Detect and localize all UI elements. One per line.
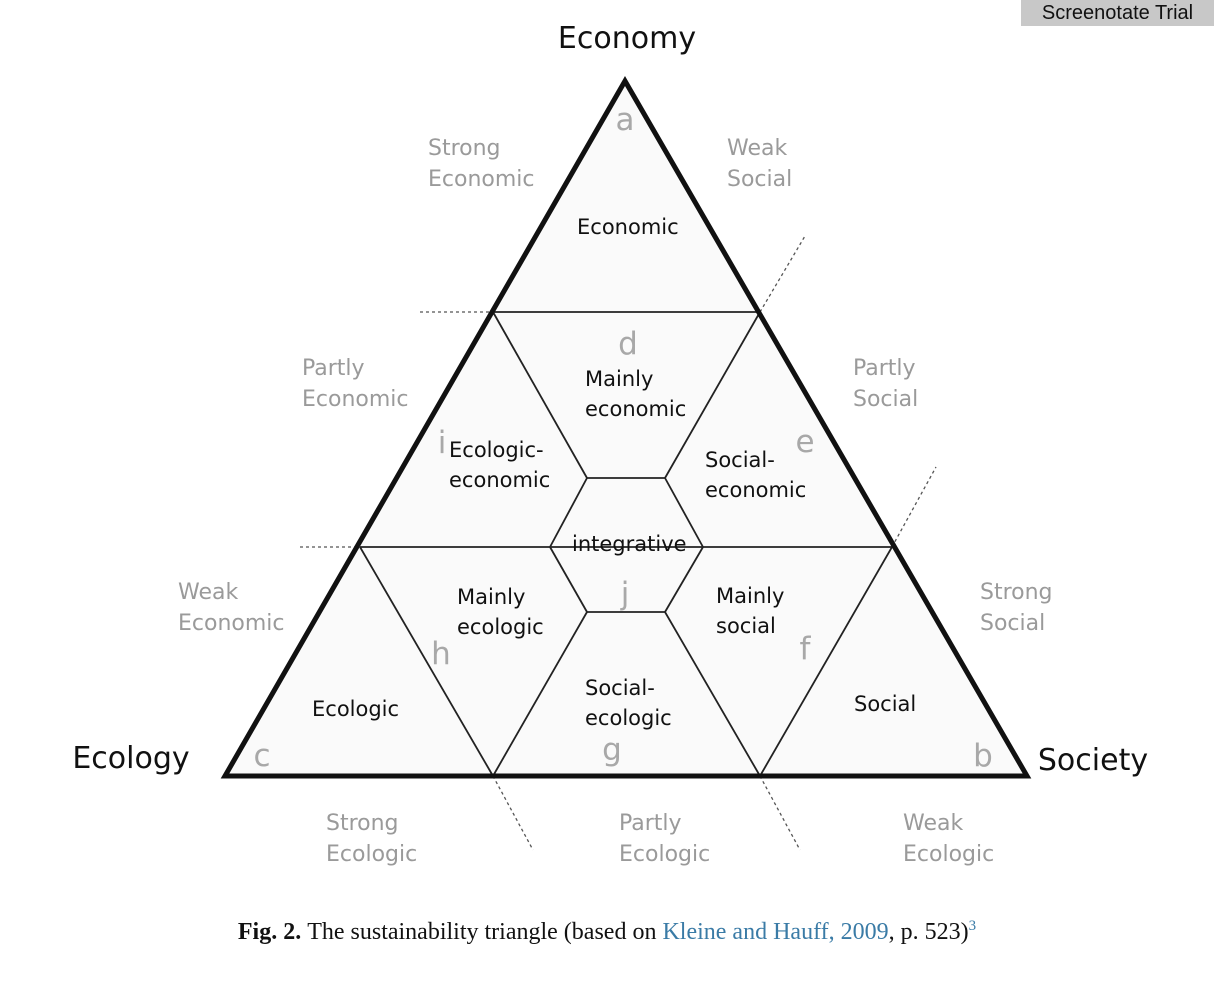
corner-label-ecology: Ecology [72,741,189,776]
corner-label-society: Society [1038,743,1148,778]
caption-reference-link[interactable]: Kleine and Hauff, 2009 [662,919,889,945]
outer-triangle [220,75,1032,779]
caption-footnote-link[interactable]: 3 [968,918,977,934]
cell-label-mainly-social: Mainly social [716,584,791,638]
zone-labels: Strong Economic Weak Social Partly Econo… [178,136,1060,867]
zone-label-partly-economic: Partly Economic [302,356,409,412]
zone-label-strong-ecologic: Strong Ecologic [326,811,417,867]
region-letter-b: b [973,738,993,774]
zone-label-weak-economic: Weak Economic [178,580,285,636]
cell-label-economic: Economic [577,215,679,239]
region-letter-f: f [800,631,812,667]
cell-label-integrative: integrative [572,532,687,556]
dotted-line-right-upper [759,235,806,313]
cell-label-mainly-economic: Mainly economic [585,367,686,421]
grid-line-g-right [664,611,761,777]
cell-label-social-ecologic: Social- ecologic [585,676,672,730]
caption-label: Fig. 2. [237,919,302,945]
cell-label-ecologic: Ecologic [312,697,399,721]
inner-grid-lines [359,311,893,777]
caption-text-before: The sustainability triangle (based on [307,919,663,945]
region-letter-g: g [602,732,622,768]
grid-line-h [359,546,494,777]
dotted-line-bottom-right [759,775,801,851]
dotted-line-right-lower [891,466,937,548]
grid-line-hex-right-upper [664,477,704,548]
cell-label-mainly-ecologic: Mainly ecologic [457,585,544,639]
zone-label-partly-social: Partly Social [853,356,923,412]
region-letter-e: e [795,424,814,460]
dotted-line-bottom-left [492,775,534,851]
grid-line-hex-left-upper [549,477,588,548]
grid-line-d-right [664,311,761,479]
region-letter-h: h [431,636,451,672]
cell-label-social: Social [854,692,916,716]
zone-label-partly-ecologic: Partly Ecologic [619,811,710,867]
zone-label-weak-social: Weak Social [727,136,794,192]
region-letter-d: d [618,326,638,362]
region-letter-c: c [253,738,270,774]
grid-line-g-left [492,611,588,777]
figure-caption: Fig. 2. The sustainability triangle (base… [0,918,1214,946]
region-letters: a b c d e f g h i j [253,102,992,774]
watermark: Screenotate Trial [1021,0,1214,26]
cell-labels: Economic Mainly economic Ecologic- econo… [312,215,916,730]
zone-label-strong-social: Strong Social [980,580,1060,636]
grid-line-hex-right-lower [664,546,704,613]
zone-label-weak-ecologic: Weak Ecologic [903,811,994,867]
grid-line-hex-left-lower [549,546,588,613]
caption-text-after: , p. 523) [888,919,969,945]
cell-label-social-economic: Social- economic [705,448,806,502]
zone-label-strong-economic: Strong Economic [428,136,535,192]
dotted-extension-lines [300,235,937,851]
corner-label-economy: Economy [558,21,696,56]
grid-line-f [759,546,893,777]
grid-line-d-left [492,311,588,479]
cell-label-ecologic-economic: Ecologic- economic [449,438,550,492]
region-letter-i: i [438,425,447,461]
triangle-fill [225,81,1027,776]
region-letter-j: j [620,576,630,612]
region-letter-a: a [616,102,635,138]
